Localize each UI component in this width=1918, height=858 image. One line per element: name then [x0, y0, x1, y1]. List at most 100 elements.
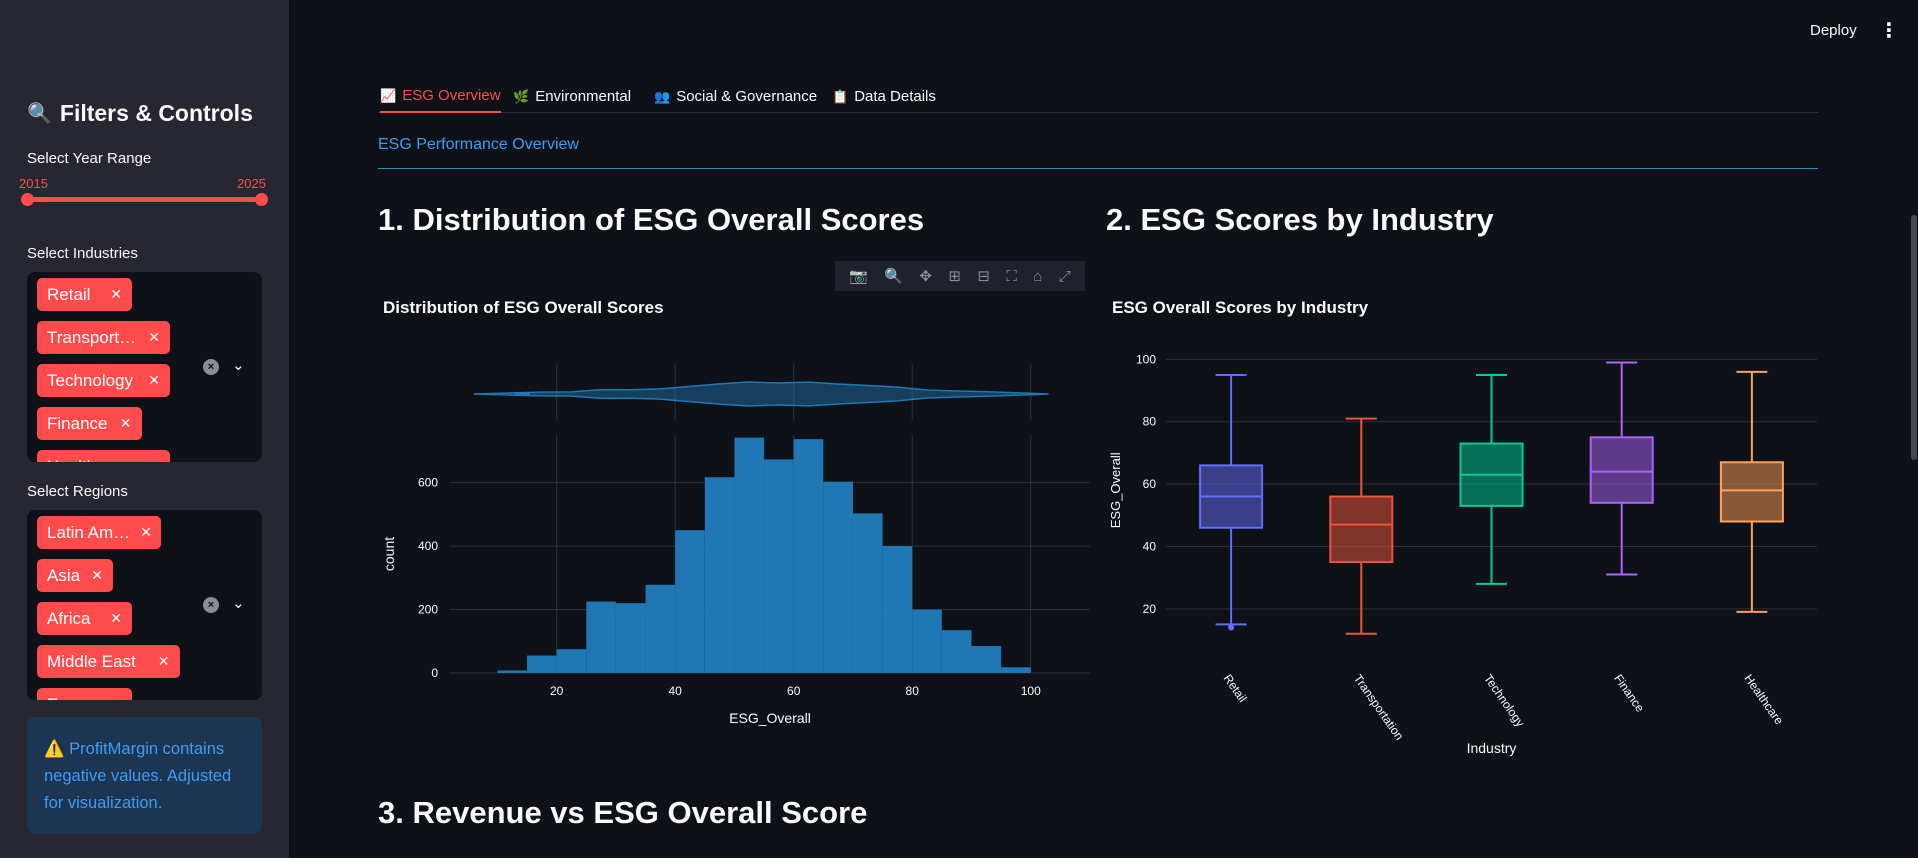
- regions-multiselect[interactable]: Latin Am…✕Asia✕Africa✕Middle East✕Europe…: [27, 510, 262, 700]
- x-tick-label: 100: [1021, 684, 1041, 698]
- box-transportation: [1329, 417, 1394, 635]
- remove-tag-icon[interactable]: ✕: [91, 567, 103, 583]
- histogram-bar: [675, 530, 705, 673]
- remove-tag-icon[interactable]: ✕: [119, 415, 132, 431]
- regions-tag[interactable]: Asia ✕: [37, 559, 113, 592]
- industries-tag[interactable]: Finance ✕: [37, 407, 142, 440]
- remove-tag-icon[interactable]: ✕: [140, 524, 152, 540]
- zoom-in-icon[interactable]: ⊞: [948, 268, 961, 285]
- x-tick-label: 40: [669, 684, 683, 698]
- industries-tag-label: Technology: [47, 370, 134, 390]
- x-axis-label: ESG_Overall: [729, 710, 811, 726]
- slider-thumb-max[interactable]: [255, 193, 268, 206]
- industries-tag-label: Retail: [47, 284, 91, 304]
- regions-tag[interactable]: Latin Am… ✕: [37, 516, 161, 549]
- remove-tag-icon[interactable]: ✕: [110, 610, 122, 626]
- histogram-bar: [823, 481, 853, 673]
- remove-tag-icon[interactable]: ✕: [112, 696, 124, 700]
- histogram-bar: [941, 630, 972, 673]
- autoscale-icon[interactable]: ⛶: [1006, 267, 1017, 285]
- industries-tag[interactable]: Technology ✕: [37, 364, 170, 397]
- histogram-bar: [882, 546, 913, 673]
- industries-tags: Retail✕Transport…✕Technology✕Finance✕Hea…: [37, 278, 207, 462]
- histogram-chart[interactable]: 0 200 400 600 20 40 60 80 100 ESG_Overall count: [370, 350, 1100, 740]
- industries-tag-label: Transport…: [47, 327, 137, 347]
- y-tick-label: 80: [1143, 415, 1157, 429]
- tab-esg-overview[interactable]: 📈 ESG Overview: [380, 80, 501, 113]
- deploy-button[interactable]: Deploy: [1810, 22, 1857, 39]
- regions-tag[interactable]: Africa ✕: [37, 602, 132, 635]
- clear-industries-icon[interactable]: ×: [203, 359, 219, 375]
- tab-social-governance[interactable]: 👥 Social & Governance: [654, 80, 817, 113]
- industries-tag-label: Healthcare: [47, 457, 129, 463]
- histogram-bar: [764, 459, 794, 673]
- histogram-bar: [852, 513, 883, 673]
- tab-environmental[interactable]: 🌿 Environmental: [513, 80, 631, 113]
- box-chart[interactable]: 20 40 60 80 100 Retail Transportation Technolog…: [1100, 350, 1830, 770]
- regions-tag[interactable]: Europe ✕: [37, 688, 132, 700]
- home-icon[interactable]: ⌂: [1033, 267, 1043, 285]
- industries-tag[interactable]: Retail ✕: [37, 278, 132, 311]
- page-scrollbar[interactable]: [1911, 215, 1917, 460]
- tab-label: Environmental: [535, 88, 632, 105]
- year-range-slider[interactable]: 2015 2025: [19, 176, 268, 206]
- histogram-bar: [497, 670, 528, 673]
- y-axis-label: ESG_Overall: [1108, 452, 1123, 528]
- histogram-bar: [704, 477, 735, 673]
- remove-tag-icon[interactable]: ✕: [110, 286, 122, 302]
- x-tick-label: Technology: [1481, 672, 1527, 730]
- tab-label: Social & Governance: [676, 88, 818, 105]
- slider-track[interactable]: [27, 197, 262, 202]
- plot-modebar: 📷 🔍 ✥ ⊞ ⊟ ⛶ ⌂ ⤢: [835, 261, 1085, 291]
- histogram-bar: [793, 439, 824, 673]
- y-tick-label: 100: [1136, 352, 1156, 366]
- chevron-down-icon[interactable]: ⌄: [232, 357, 245, 374]
- zoom-out-icon[interactable]: ⊟: [977, 268, 990, 285]
- regions-tag-label: Middle East: [47, 651, 136, 671]
- iqr-box: [1589, 436, 1654, 504]
- y-axis-label: count: [381, 537, 397, 571]
- x-tick-label: Healthcare: [1741, 672, 1786, 728]
- histogram-bar: [556, 649, 587, 673]
- sidebar-title: 🔍 Filters & Controls: [27, 100, 253, 127]
- alert-text: ProfitMargin contains negative values. A…: [44, 740, 232, 812]
- clear-regions-icon[interactable]: ×: [203, 597, 219, 613]
- y-tick-label: 20: [1143, 602, 1157, 616]
- regions-tag-label: Asia: [47, 565, 81, 585]
- violin-shape: [473, 381, 1049, 407]
- y-tick-label: 200: [418, 603, 438, 617]
- pan-icon[interactable]: ✥: [919, 268, 932, 285]
- remove-tag-icon[interactable]: ✕: [148, 329, 160, 345]
- camera-icon[interactable]: 📷: [849, 268, 868, 285]
- box-finance: [1589, 361, 1654, 576]
- remove-tag-icon[interactable]: ✕: [157, 653, 170, 669]
- histogram-bar: [734, 437, 765, 673]
- fullscreen-icon[interactable]: ⤢: [1058, 267, 1071, 285]
- tab-data-details[interactable]: 📋 Data Details: [832, 80, 936, 113]
- histogram-bar: [527, 655, 557, 673]
- sidebar-title-text: Filters & Controls: [59, 100, 253, 126]
- slider-thumb-min[interactable]: [21, 193, 34, 206]
- x-tick-label: Retail: [1221, 672, 1250, 705]
- regions-tags: Latin Am…✕Asia✕Africa✕Middle East✕Europe…: [37, 516, 207, 700]
- box-healthcare: [1719, 370, 1784, 613]
- chevron-down-icon[interactable]: ⌄: [232, 595, 245, 612]
- industries-tag[interactable]: Transport… ✕: [37, 321, 170, 354]
- remove-tag-icon[interactable]: ✕: [148, 458, 160, 462]
- histogram-bar: [645, 584, 676, 673]
- tab-label: ESG Overview: [402, 87, 501, 104]
- industries-tag[interactable]: Healthcare ✕: [37, 450, 170, 462]
- year-min-value: 2015: [19, 176, 48, 191]
- tab-label: Data Details: [854, 88, 936, 105]
- y-tick-label: 40: [1143, 539, 1157, 553]
- x-tick-label: 80: [906, 684, 920, 698]
- industries-multiselect[interactable]: Retail✕Transport…✕Technology✕Finance✕Hea…: [27, 272, 262, 462]
- main-menu-icon[interactable]: ⋮: [1879, 20, 1899, 42]
- regions-tag-label: Africa: [47, 608, 91, 628]
- remove-tag-icon[interactable]: ✕: [148, 372, 160, 388]
- zoom-icon[interactable]: 🔍: [884, 268, 903, 285]
- regions-tag[interactable]: Middle East ✕: [37, 645, 180, 678]
- histogram-bar: [912, 609, 942, 673]
- x-tick-label: Transportation: [1351, 672, 1407, 743]
- section2-heading: 2. ESG Scores by Industry: [1106, 202, 1494, 237]
